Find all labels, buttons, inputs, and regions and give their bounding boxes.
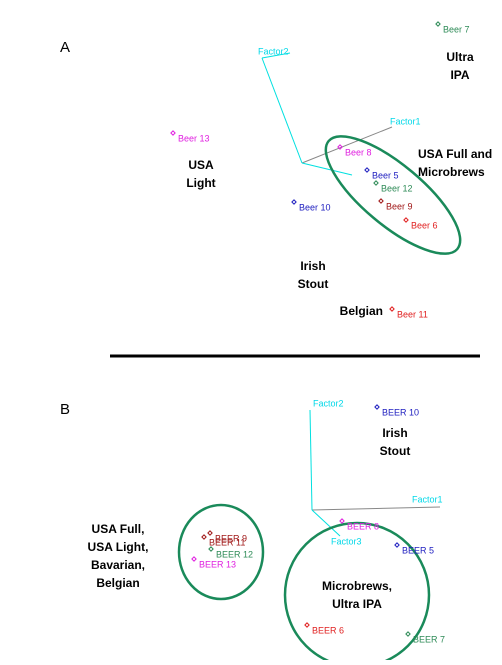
point-marker: [374, 404, 380, 410]
group-label: IPA: [450, 68, 469, 82]
panel-label: B: [60, 401, 70, 418]
axis-label: Factor2: [313, 398, 344, 408]
point-marker: [304, 622, 310, 628]
point-marker: [170, 130, 176, 136]
point-label: Beer 6: [411, 220, 438, 230]
axis-line: [311, 509, 341, 537]
group-label: Light: [186, 176, 215, 190]
cluster-ellipse: [324, 135, 462, 255]
point-marker: [403, 217, 409, 223]
group-label: USA Full,: [92, 522, 145, 536]
cluster-ellipse: [177, 503, 265, 601]
point-marker: [201, 534, 207, 540]
point-marker: [364, 167, 370, 173]
point-label: Beer 12: [381, 183, 413, 193]
group-label: Stout: [298, 277, 329, 291]
group-label: Bavarian,: [91, 558, 145, 572]
axis-label: Factor2: [258, 46, 289, 56]
group-label: Stout: [380, 444, 411, 458]
point-label: BEER 8: [347, 521, 379, 531]
cluster-circle: [283, 521, 431, 665]
point-label: Beer 11: [397, 309, 428, 319]
group-label: USA Light,: [88, 540, 149, 554]
axis-label: Factor3: [331, 536, 362, 546]
point-marker: [405, 631, 411, 637]
group-label: Belgian: [340, 304, 383, 318]
axis-label: Factor1: [412, 494, 443, 504]
point-marker: [207, 530, 213, 536]
point-marker: [291, 199, 297, 205]
group-label: Belgian: [96, 576, 139, 590]
axis-line: [301, 126, 393, 164]
point-marker: [337, 144, 343, 150]
point-label: BEER 7: [413, 634, 445, 644]
point-label: BEER 6: [312, 625, 344, 635]
axis-line: [261, 52, 291, 59]
point-marker: [191, 556, 197, 562]
point-label: Beer 7: [443, 24, 470, 34]
axis-line: [311, 506, 441, 511]
point-label: BEER 10: [382, 407, 419, 417]
point-label: BEER 13: [199, 559, 236, 569]
group-label: Irish: [300, 259, 325, 273]
group-label: Irish: [382, 426, 407, 440]
group-label: Ultra IPA: [332, 597, 382, 611]
axis-label: Factor1: [390, 116, 421, 126]
point-marker: [373, 180, 379, 186]
point-marker: [435, 21, 441, 27]
group-label: Ultra: [446, 50, 474, 64]
point-marker: [389, 306, 395, 312]
point-label: BEER 12: [216, 549, 253, 559]
point-marker: [208, 546, 214, 552]
axis-line: [309, 409, 313, 511]
point-label: BEER 9: [215, 533, 247, 543]
point-marker: [394, 542, 400, 548]
point-label: Beer 5: [372, 170, 399, 180]
point-marker: [378, 198, 384, 204]
axis-line: [261, 57, 303, 164]
point-label: Beer 13: [178, 133, 210, 143]
point-label: Beer 10: [299, 202, 331, 212]
point-label: Beer 8: [345, 147, 372, 157]
panel-label: A: [60, 39, 70, 56]
point-label: BEER 11: [209, 537, 245, 547]
point-marker: [339, 518, 345, 524]
point-label: BEER 5: [402, 545, 434, 555]
point-label: Beer 9: [386, 201, 413, 211]
group-label: Microbrews,: [322, 579, 392, 593]
axis-line: [301, 162, 353, 176]
group-label: Microbrews: [418, 165, 485, 179]
group-label: USA: [188, 158, 214, 172]
group-label: USA Full and: [418, 147, 492, 161]
